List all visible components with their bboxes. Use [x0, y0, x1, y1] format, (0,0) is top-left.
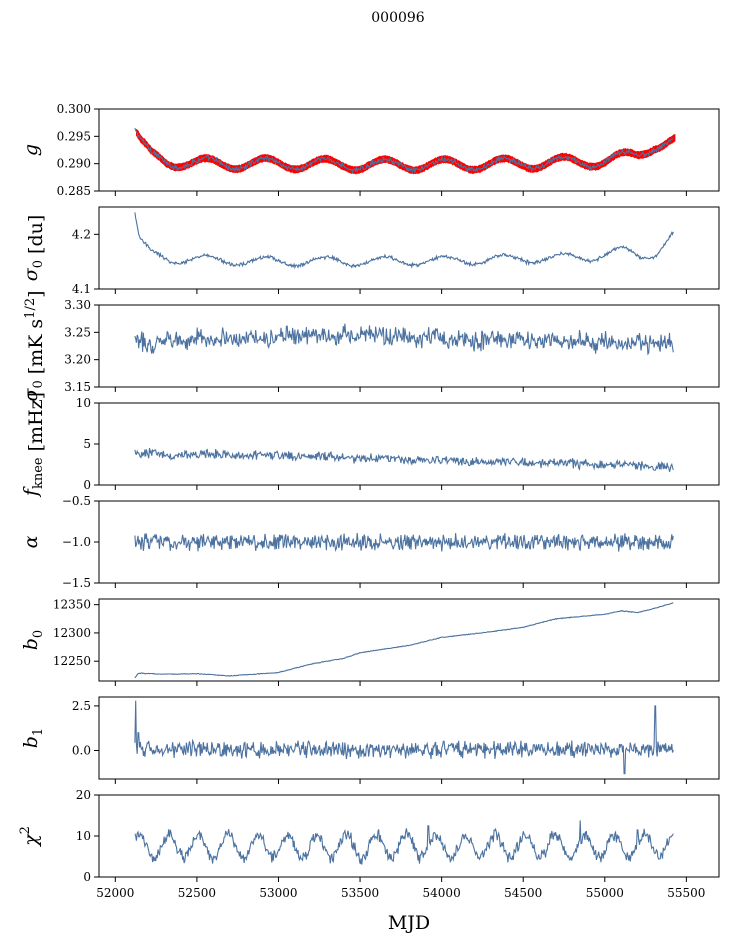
panel-chi2: 0 10 20 χ2 — [18, 788, 720, 884]
x-tick-label: 53500 — [341, 886, 379, 900]
figure-title: 000096 — [371, 10, 425, 26]
axes-frame — [98, 794, 720, 878]
series-g-model — [136, 129, 676, 175]
y-axis-label: χ2 — [18, 826, 42, 848]
series-b0 — [134, 602, 674, 679]
axes-frame — [98, 206, 720, 290]
y-tick-label: 12250 — [53, 654, 91, 668]
y-tick-label: 0 — [83, 870, 91, 884]
x-tick-label: 53000 — [259, 886, 297, 900]
y-tick-label: 4.2 — [72, 227, 91, 241]
panel-sigma0_mK: 3.15 3.20 3.25 3.30 σ0 [mK s1/2] — [20, 290, 720, 402]
x-axis-label: MJD — [388, 912, 430, 934]
panel-alpha: −1.5 −1.0 −0.5 α — [20, 494, 720, 590]
y-axis-label: σ0 [mK s1/2] — [20, 290, 47, 401]
y-tick-label: 0.285 — [57, 184, 91, 198]
series-g — [134, 127, 674, 174]
series-sigma0_du — [134, 212, 674, 270]
y-tick-label: 3.30 — [64, 298, 91, 312]
series-fknee — [134, 447, 674, 472]
series-chi2 — [134, 820, 674, 865]
y-tick-label: 12350 — [53, 598, 91, 612]
x-tick-label: 55000 — [586, 886, 624, 900]
y-tick-label: 5 — [83, 437, 91, 451]
y-tick-label: 2.5 — [72, 699, 91, 713]
x-tick-label: 52500 — [178, 886, 216, 900]
axes-frame — [98, 402, 720, 486]
y-tick-label: 12300 — [53, 626, 91, 640]
y-axis-label: g — [20, 144, 42, 156]
panel-b1: 0.0 2.5 b1 — [20, 696, 720, 784]
panel-sigma0_du: 4.1 4.2 σ0 [du] — [20, 206, 720, 296]
y-tick-label: 3.15 — [64, 380, 91, 394]
y-tick-label: 10 — [76, 829, 91, 843]
y-tick-label: −0.5 — [62, 494, 91, 508]
series-sigma0_mK — [134, 323, 674, 356]
axes-frame — [98, 108, 720, 192]
panel-b0: 12250 12300 12350 b0 — [20, 598, 720, 686]
y-tick-label: −1.0 — [62, 535, 91, 549]
axes-frame — [98, 598, 720, 682]
y-tick-label: 3.25 — [64, 325, 91, 339]
y-tick-label: 0.295 — [57, 129, 91, 143]
y-tick-label: 10 — [76, 396, 91, 410]
y-tick-label: 20 — [76, 788, 91, 802]
x-tick-label: 52000 — [96, 886, 134, 900]
y-tick-label: 0 — [83, 478, 91, 492]
axes-frame — [98, 696, 720, 780]
y-axis-label: b1 — [20, 728, 46, 748]
panel-g: 0.285 0.290 0.295 0.300 g — [20, 102, 720, 198]
y-tick-label: 0.0 — [72, 743, 91, 757]
y-axis-label: b0 — [20, 630, 46, 650]
x-axis: 52000 52500 53000 53500 54000 54500 55000 55500 — [96, 886, 705, 900]
x-tick-label: 54000 — [423, 886, 461, 900]
y-axis-label: fknee [mHz] — [20, 392, 47, 498]
series-b1 — [134, 700, 674, 775]
y-tick-label: 3.20 — [64, 353, 91, 367]
panel-fknee: 0 5 10 fknee [mHz] — [20, 392, 720, 498]
y-tick-label: 4.1 — [72, 282, 91, 296]
axes-frame — [98, 304, 720, 388]
series-alpha — [134, 533, 674, 552]
y-tick-label: −1.5 — [62, 576, 91, 590]
y-axis-label: σ0 [du] — [20, 215, 47, 282]
y-axis-label: α — [20, 535, 42, 548]
y-tick-label: 0.300 — [57, 102, 91, 116]
x-tick-label: 55500 — [667, 886, 705, 900]
y-tick-label: 0.290 — [57, 157, 91, 171]
x-tick-label: 54500 — [504, 886, 542, 900]
